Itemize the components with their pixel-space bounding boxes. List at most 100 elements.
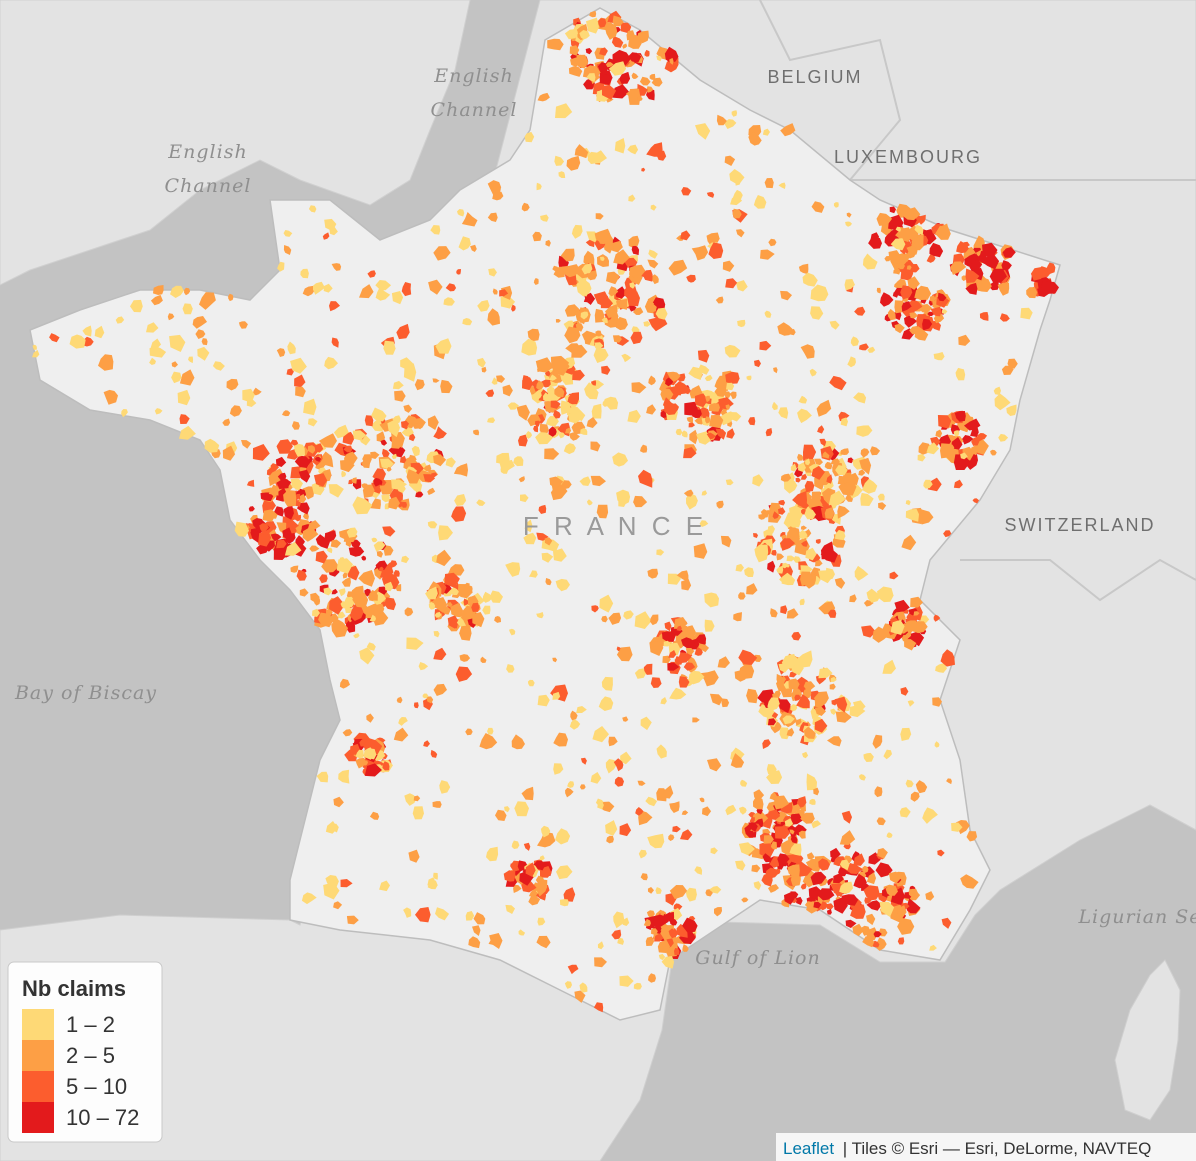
claim-area <box>762 853 772 863</box>
claim-area <box>776 565 784 574</box>
claim-area <box>619 71 631 84</box>
claim-area <box>704 592 719 608</box>
claim-area <box>872 626 890 643</box>
claim-area <box>897 937 905 945</box>
claim-area <box>901 301 912 312</box>
claim-area <box>534 392 542 400</box>
claim-area <box>845 919 857 928</box>
claim-area <box>539 423 549 435</box>
claim-area <box>199 292 216 310</box>
claim-area <box>669 687 687 700</box>
claim-area <box>849 594 857 603</box>
claim-area <box>545 578 552 586</box>
claim-area <box>598 696 614 711</box>
claim-area <box>575 410 586 422</box>
claim-area <box>624 257 638 269</box>
claim-area <box>445 457 456 468</box>
claim-area <box>554 386 565 397</box>
claim-area <box>533 425 539 433</box>
claim-area <box>729 169 745 184</box>
claim-area <box>648 316 668 332</box>
claim-area <box>612 452 628 467</box>
claim-area <box>359 647 375 665</box>
claim-area <box>647 887 654 894</box>
claim-area <box>688 366 703 380</box>
claim-area <box>259 523 269 533</box>
claim-area <box>669 918 678 926</box>
claim-area <box>444 572 460 588</box>
claim-area <box>798 462 806 472</box>
claim-area <box>467 585 473 592</box>
claim-area <box>637 83 648 96</box>
claim-area <box>666 371 681 383</box>
claim-area <box>590 441 601 452</box>
claim-area <box>676 570 689 583</box>
claim-area <box>772 511 779 519</box>
claim-area <box>685 887 697 902</box>
claim-area <box>359 284 374 299</box>
claim-area <box>800 565 813 574</box>
place-label: Channel <box>431 99 518 121</box>
claim-area <box>82 325 92 337</box>
claim-area <box>714 907 722 917</box>
claim-area <box>260 492 274 502</box>
claim-area <box>522 377 534 391</box>
claim-area <box>853 853 865 866</box>
claim-area <box>461 212 478 227</box>
claim-area <box>698 407 710 420</box>
claim-area <box>935 663 947 673</box>
claim-area <box>226 378 239 391</box>
claim-area <box>371 537 378 543</box>
claim-area <box>667 662 680 671</box>
claim-area <box>506 664 515 673</box>
claim-area <box>408 433 416 442</box>
claim-area <box>681 637 695 648</box>
claim-area <box>993 386 1001 395</box>
claim-area <box>907 700 915 707</box>
claim-area <box>800 812 815 824</box>
claim-area <box>762 739 771 749</box>
claim-area <box>809 798 816 805</box>
claim-area <box>895 226 901 232</box>
claim-area <box>307 445 317 454</box>
claim-area <box>294 443 305 457</box>
claim-area <box>770 608 778 618</box>
claim-area <box>965 282 978 295</box>
claim-area <box>295 525 302 532</box>
claim-area <box>511 840 520 849</box>
claim-area <box>860 925 870 936</box>
claim-area <box>660 697 667 705</box>
claim-area <box>863 752 874 762</box>
claim-area <box>668 650 677 658</box>
claim-area <box>408 849 420 863</box>
claim-area <box>790 463 797 472</box>
claim-area <box>840 448 849 455</box>
claim-area <box>781 572 796 586</box>
claim-area <box>754 544 769 563</box>
leaflet-link[interactable]: Leaflet <box>783 1139 834 1158</box>
claim-area <box>525 862 536 877</box>
claim-area <box>725 278 738 289</box>
claim-area <box>287 341 296 355</box>
claim-area <box>860 492 874 506</box>
claim-area <box>594 228 612 244</box>
claim-area <box>375 280 392 291</box>
claim-area <box>567 392 579 405</box>
claim-area <box>906 246 917 255</box>
claim-area <box>889 206 896 214</box>
attribution-text: Leaflet | Tiles © Esri — Esri, DeLorme, … <box>783 1139 1151 1158</box>
claim-area <box>633 982 642 990</box>
claim-area <box>905 509 919 522</box>
claim-area <box>302 285 315 297</box>
claim-area <box>303 513 309 520</box>
claim-area <box>605 62 614 68</box>
claim-area <box>799 529 808 540</box>
claim-area <box>805 547 817 561</box>
claim-area <box>295 514 301 522</box>
claim-area <box>550 684 568 702</box>
claim-area <box>911 633 920 642</box>
claim-area <box>394 390 406 402</box>
claim-area <box>810 284 829 302</box>
claim-area <box>735 860 746 871</box>
